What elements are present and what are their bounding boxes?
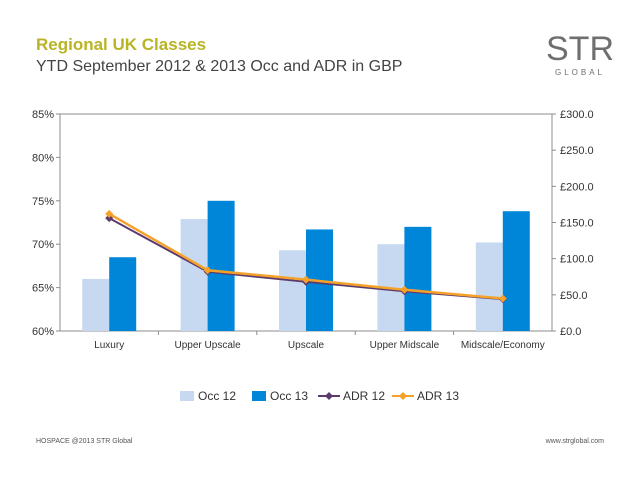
bar-occ-12 <box>82 278 110 331</box>
logo-word: STR <box>546 30 614 68</box>
legend-swatch-occ-12 <box>180 391 194 401</box>
marker-adr-13 <box>203 266 212 275</box>
category-label: Luxury <box>94 340 124 351</box>
bar-occ-13 <box>207 200 235 331</box>
left-axis-tick-label: 60% <box>32 326 54 338</box>
chart-subtitle: YTD September 2012 & 2013 Occ and ADR in… <box>36 58 403 75</box>
logo-sub: GLOBAL <box>554 68 605 77</box>
category-label: Upper Midscale <box>370 340 440 351</box>
legend-label-adr-12: ADR 12 <box>343 389 385 403</box>
bar-occ-12 <box>279 250 306 331</box>
right-axis-tick-label: £300.0 <box>560 109 594 121</box>
left-axis-tick-label: 70% <box>32 239 54 251</box>
left-axis-tick-label: 85% <box>32 109 54 121</box>
legend-label-occ-13: Occ 13 <box>270 389 308 403</box>
str-global-logo: STR GLOBAL <box>541 32 619 82</box>
right-axis-tick-label: £150.0 <box>560 218 594 230</box>
bar-occ-13 <box>502 211 530 331</box>
category-label: Upscale <box>288 340 325 351</box>
legend-marker-adr-12 <box>325 392 333 400</box>
legend-label-adr-13: ADR 13 <box>417 389 459 403</box>
right-axis-tick-label: £250.0 <box>560 145 594 157</box>
bar-occ-12 <box>180 219 208 331</box>
right-axis-tick-label: £100.0 <box>560 254 594 266</box>
left-axis-tick-label: 75% <box>32 196 54 208</box>
legend-label-occ-12: Occ 12 <box>198 389 236 403</box>
marker-adr-13 <box>105 209 114 218</box>
right-axis-tick-label: £0.0 <box>560 326 581 338</box>
footer-url[interactable]: www.strglobal.com <box>545 438 604 445</box>
marker-adr-13 <box>400 285 409 294</box>
chart-title: Regional UK Classes <box>36 35 207 54</box>
left-axis-tick-label: 80% <box>32 152 54 164</box>
bar-occ-12 <box>475 242 503 331</box>
category-label: Midscale/Economy <box>461 340 545 351</box>
bar-occ-13 <box>109 257 137 331</box>
footer-credit: HOSPACE @2013 STR Global <box>36 438 133 445</box>
right-axis-tick-label: £50.0 <box>560 290 588 302</box>
marker-adr-13 <box>498 294 507 303</box>
legend-marker-adr-13 <box>399 392 407 400</box>
legend-swatch-occ-13 <box>252 391 266 401</box>
bar-occ-13 <box>404 226 432 331</box>
marker-adr-13 <box>302 275 310 284</box>
category-label: Upper Upscale <box>175 340 242 351</box>
right-axis-tick-label: £200.0 <box>560 181 594 193</box>
left-axis-tick-label: 65% <box>32 283 54 295</box>
